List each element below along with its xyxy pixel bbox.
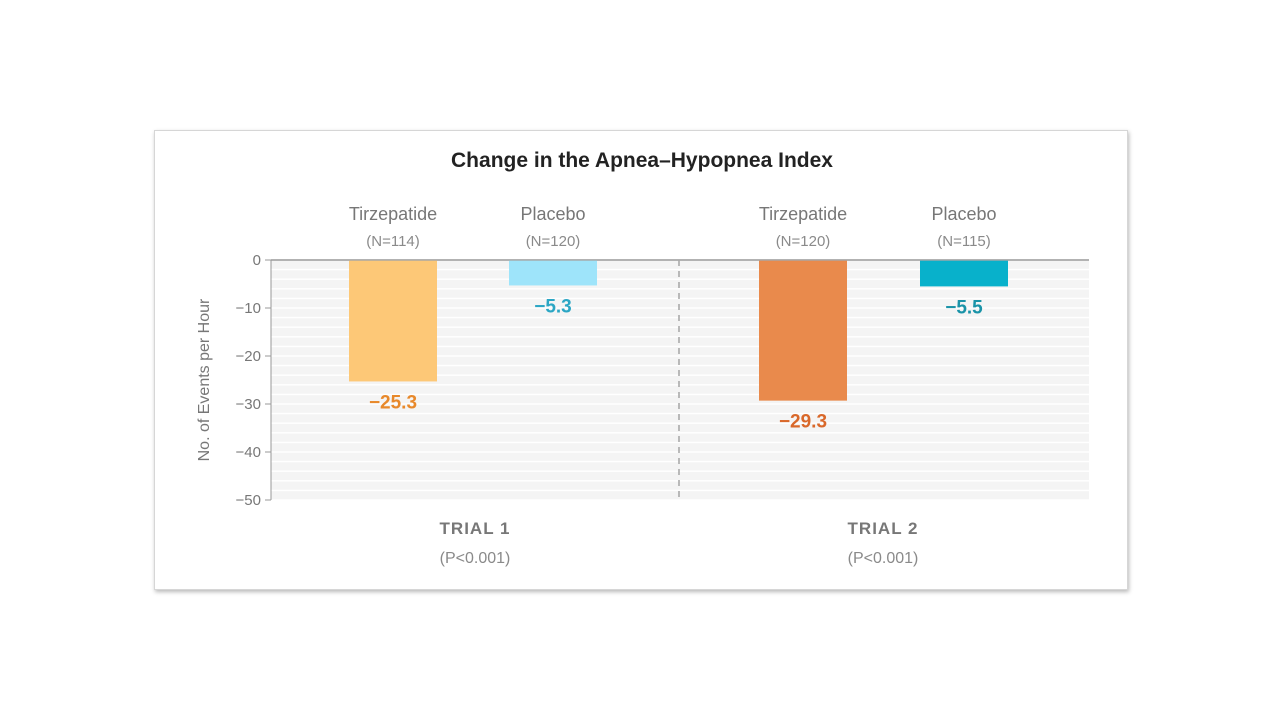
chart-card: Change in the Apnea–Hypopnea Index 0 −10 −… [154,130,1128,590]
bar-1-1 [920,260,1008,287]
p-value-label: (P<0.001) [440,550,511,567]
y-axis-label: No. of Events per Hour [196,298,213,461]
y-tick-label: −50 [236,492,261,509]
trial-label: TRIAL 1 [440,519,511,538]
sample-size-label: (N=120) [526,233,581,250]
bar-0-0 [349,260,437,382]
sample-size-label: (N=120) [776,233,831,250]
y-tick-label: 0 [253,252,261,269]
series-label: Placebo [931,204,996,224]
bars [349,260,1008,401]
trial-label: TRIAL 2 [848,519,919,538]
y-tick-label: −20 [236,348,261,365]
sample-size-label: (N=115) [937,233,991,250]
y-tick-label: −30 [236,396,261,413]
bar-value-label: −29.3 [779,412,827,433]
bar-1-0 [759,260,847,401]
apnea-hypopnea-chart: Change in the Apnea–Hypopnea Index 0 −10 −… [196,149,1089,567]
sample-size-label: (N=114) [366,233,420,250]
labels: Tirzepatide (N=114) −25.3 Placebo (N=120) −5.… [349,204,997,567]
chart-title: Change in the Apnea–Hypopnea Index [451,149,833,172]
y-axis: 0 −10 −20 −30 −40 −50 [236,252,1089,509]
bar-value-label: −5.3 [534,296,572,317]
y-tick-label: −40 [236,444,261,461]
bar-value-label: −5.5 [945,297,983,318]
bar-value-label: −25.3 [369,392,417,413]
series-label: Placebo [520,204,585,224]
p-value-label: (P<0.001) [848,550,919,567]
series-label: Tirzepatide [349,204,437,224]
y-tick-label: −10 [236,300,261,317]
bar-0-1 [509,260,597,286]
series-label: Tirzepatide [759,204,847,224]
